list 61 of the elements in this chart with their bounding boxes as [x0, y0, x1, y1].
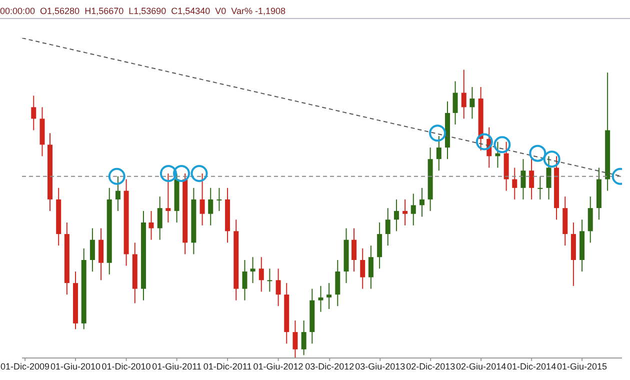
point: [160, 164, 177, 182]
candlestick: [436, 136, 442, 172]
point: [529, 144, 546, 162]
candlestick: [335, 259, 340, 307]
candlestick: [208, 187, 214, 226]
candlestick: [402, 198, 408, 226]
candlestick: [470, 86, 475, 120]
candlestick: [538, 176, 543, 200]
x-tick-label: 01-Dic-2010: [102, 361, 151, 372]
x-tick-label: 03-Giu-2013: [355, 361, 406, 372]
x-tick-label: 01-Giu-2011: [152, 361, 202, 372]
candlestick: [452, 80, 458, 125]
point: [429, 124, 446, 142]
candlestick: [529, 158, 534, 200]
candlestick: [250, 256, 256, 284]
candlestick: [410, 193, 416, 226]
candlestick: [419, 187, 424, 218]
candlestick: [385, 208, 390, 246]
x-tick-label: 01-Dic-2011: [203, 361, 252, 372]
point: [476, 133, 493, 150]
text: 00:00:00 O1,56280 H1,56670 L1,53690 C1,54340 V0 Var% -1,1908: [0, 6, 286, 16]
point: [173, 164, 190, 182]
candlestick: [267, 268, 272, 292]
x-tick-label: 01-Dic-2014: [507, 361, 556, 372]
candlestick: [166, 172, 171, 224]
candlestick: [588, 196, 593, 244]
candlestick: [98, 228, 104, 281]
x-tick-label: 01-Giu-2015: [557, 361, 608, 372]
candlestick: [292, 320, 298, 358]
x-tick-label: 02-Dic-2013: [406, 361, 456, 372]
candlestick: [276, 268, 281, 307]
candlestick: [216, 187, 222, 212]
x-tick-label: 01-Dic-2009: [0, 361, 50, 372]
x-tick-label: 03-Dic-2012: [305, 361, 354, 372]
candlestick: [115, 176, 120, 212]
point: [543, 150, 560, 168]
point: [108, 168, 126, 185]
candlestick: [326, 282, 332, 310]
candlestick: [318, 285, 324, 312]
x-tick-label: 01-Giu-2012: [253, 361, 304, 372]
candlestick: [242, 259, 248, 301]
candlestick: [368, 245, 374, 290]
candlestick: [31, 95, 36, 131]
point: [494, 136, 511, 154]
candlestick: [258, 256, 264, 292]
x-tick-label: 01-Giu-2010: [50, 361, 101, 372]
x-tick-label: 02-Giu-2014: [456, 361, 506, 372]
candlestick: [157, 196, 162, 240]
candlestick: [512, 167, 518, 200]
point: [190, 164, 208, 182]
candlestick: [200, 172, 205, 226]
candlestick: [461, 69, 466, 120]
candlestick: [377, 222, 382, 270]
candlestick: [148, 210, 154, 240]
candlestick: [301, 320, 306, 356]
candlestick: [520, 158, 526, 200]
candlestick: [360, 248, 366, 290]
candlestick: [352, 228, 357, 272]
candlestick: [546, 156, 552, 200]
candlestick: [394, 198, 399, 232]
candlestick: [90, 228, 95, 272]
